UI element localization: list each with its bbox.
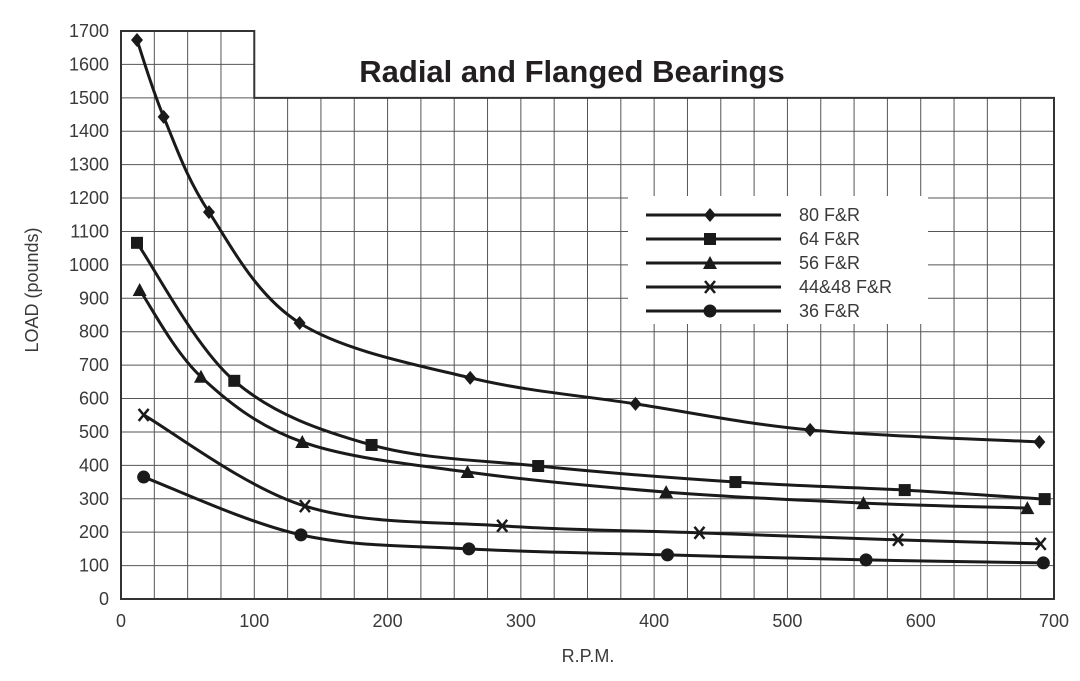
y-tick-label: 1300 xyxy=(69,155,109,175)
circle-marker-icon xyxy=(294,528,308,542)
diamond-marker-icon xyxy=(157,109,170,124)
x-marker-icon xyxy=(704,280,716,294)
plot-border xyxy=(120,30,1055,600)
x-tick-label: 300 xyxy=(506,611,536,631)
diamond-marker-icon xyxy=(629,396,642,411)
triangle-marker-icon xyxy=(460,465,475,479)
x-tick-label: 600 xyxy=(906,611,936,631)
diamond-marker-icon xyxy=(804,422,817,437)
legend-box xyxy=(628,196,928,324)
series-56-f-r xyxy=(132,282,1035,515)
x-tick-label: 0 xyxy=(116,611,126,631)
x-tick-label: 400 xyxy=(639,611,669,631)
x-tick-label: 500 xyxy=(772,611,802,631)
circle-marker-icon xyxy=(1036,556,1050,570)
diamond-marker-icon xyxy=(202,205,215,220)
square-marker-icon xyxy=(228,374,241,387)
legend-item: 64 F&R xyxy=(646,229,860,249)
y-tick-label: 1600 xyxy=(69,54,109,74)
y-tick-label: 1400 xyxy=(69,121,109,141)
y-tick-label: 700 xyxy=(79,355,109,375)
y-tick-label: 600 xyxy=(79,389,109,409)
y-tick-label: 1500 xyxy=(69,88,109,108)
y-tick-label: 900 xyxy=(79,288,109,308)
y-tick-label: 200 xyxy=(79,522,109,542)
circle-marker-icon xyxy=(462,542,476,556)
diamond-marker-icon xyxy=(293,316,306,331)
circle-marker-icon xyxy=(137,470,151,484)
x-tick-label: 100 xyxy=(239,611,269,631)
legend-item: 80 F&R xyxy=(646,205,860,225)
x-tick-label: 700 xyxy=(1039,611,1069,631)
square-marker-icon xyxy=(704,233,716,245)
square-marker-icon xyxy=(898,484,911,497)
y-tick-label: 1700 xyxy=(69,21,109,41)
triangle-marker-icon xyxy=(856,496,871,510)
diamond-marker-icon xyxy=(1033,434,1046,449)
triangle-marker-icon xyxy=(659,485,674,499)
circle-marker-icon xyxy=(703,304,717,318)
square-marker-icon xyxy=(365,438,378,451)
x-marker-icon xyxy=(1034,537,1047,551)
circle-marker-icon xyxy=(859,553,873,567)
legend-label: 64 F&R xyxy=(799,229,860,249)
triangle-marker-icon xyxy=(1020,501,1035,515)
square-marker-icon xyxy=(1038,493,1051,506)
x-marker-icon xyxy=(693,526,706,540)
y-tick-label: 500 xyxy=(79,422,109,442)
triangle-marker-icon xyxy=(193,369,208,383)
x-axis-label: R.P.M. xyxy=(562,646,615,666)
legend-item: 36 F&R xyxy=(646,301,860,321)
y-tick-label: 0 xyxy=(99,589,109,609)
y-tick-label: 300 xyxy=(79,489,109,509)
y-axis-label: LOAD (pounds) xyxy=(22,227,42,352)
legend-item: 44&48 F&R xyxy=(646,277,892,297)
y-tick-label: 1000 xyxy=(69,255,109,275)
y-tick-label: 400 xyxy=(79,455,109,475)
series-80-f-r xyxy=(130,33,1046,449)
square-marker-icon xyxy=(729,476,742,489)
series-layer xyxy=(130,33,1051,570)
legend-label: 80 F&R xyxy=(799,205,860,225)
triangle-marker-icon xyxy=(295,434,310,448)
legend-label: 36 F&R xyxy=(799,301,860,321)
series-line xyxy=(143,475,1044,565)
series-64-f-r xyxy=(130,236,1051,506)
diamond-marker-icon xyxy=(464,370,477,385)
circle-marker-icon xyxy=(660,548,674,562)
x-marker-icon xyxy=(892,533,905,547)
series-44-48-f-r xyxy=(137,408,1047,551)
legend-label: 44&48 F&R xyxy=(799,277,892,297)
square-marker-icon xyxy=(532,460,545,473)
legend: 80 F&R 64 F&R 56 F&R 44&48 F&R 36 F&R xyxy=(628,196,928,324)
triangle-marker-icon xyxy=(132,282,147,296)
triangle-marker-icon xyxy=(703,256,717,269)
y-tick-label: 1100 xyxy=(70,221,109,241)
y-tick-label: 1200 xyxy=(69,188,109,208)
square-marker-icon xyxy=(130,236,143,249)
y-tick-label: 800 xyxy=(79,322,109,342)
legend-label: 56 F&R xyxy=(799,253,860,273)
x-marker-icon xyxy=(137,408,150,422)
legend-item: 56 F&R xyxy=(646,253,860,273)
diamond-marker-icon xyxy=(130,33,143,48)
axes: 0 100 200 300 400 500 600 700 0 100 200 300 400 500 60… xyxy=(69,21,1069,631)
chart-title: Radial and Flanged Bearings xyxy=(359,54,784,89)
title-background xyxy=(270,50,870,96)
series-line xyxy=(142,413,1041,546)
series-36-f-r xyxy=(137,470,1050,570)
x-marker-icon xyxy=(496,519,509,533)
diamond-marker-icon xyxy=(704,208,716,222)
x-marker-icon xyxy=(298,499,311,513)
x-tick-label: 200 xyxy=(373,611,403,631)
y-tick-label: 100 xyxy=(79,556,109,576)
